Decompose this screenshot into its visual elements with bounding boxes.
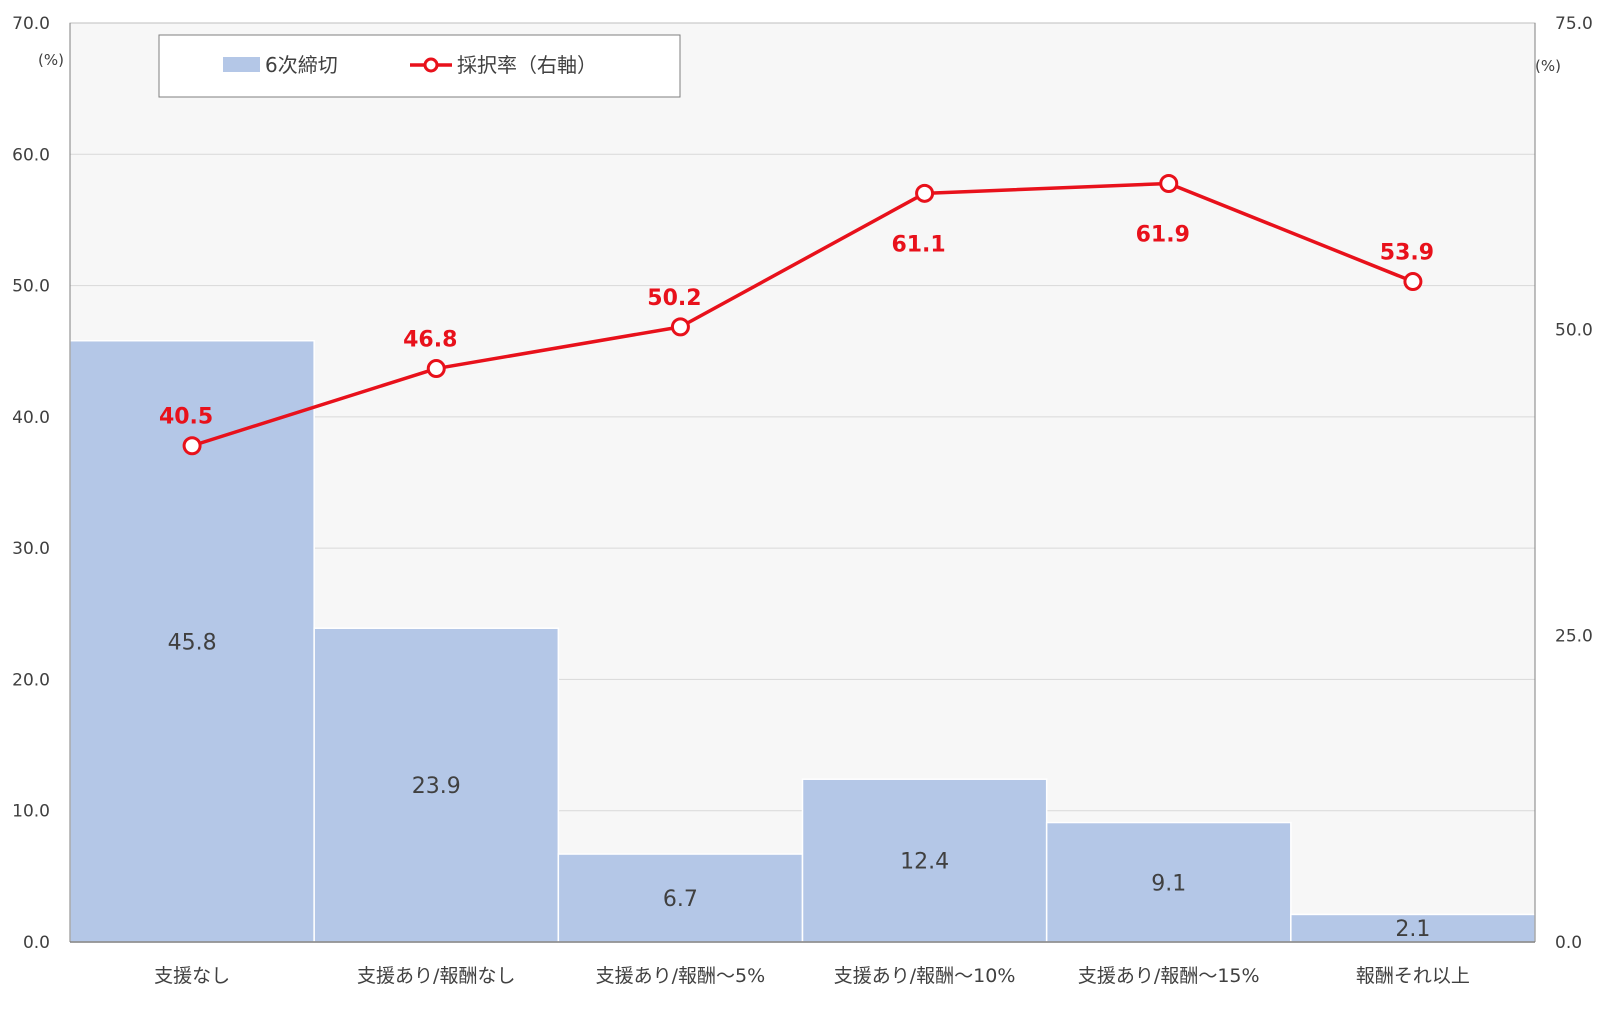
bar-data-labels: 45.8 23.9 6.7 12.4 9.1 2.1 [168,630,1431,942]
bar [801,778,1048,943]
rate-data-labels: 40.5 46.8 50.2 61.1 61.9 53.9 [159,223,1434,430]
right-tick-label: 50.0 [1555,320,1593,340]
legend-line-marker [423,57,439,73]
legend-line-label: 採択率（右軸） [457,53,597,77]
rate-line [191,181,1414,448]
legend-bar-label: 6次締切 [265,53,338,77]
left-tick-label: 70.0 [12,14,50,34]
legend: 6次締切 採択率（右軸） [158,34,681,98]
left-tick-label: 0.0 [23,933,50,953]
bar-data-label: 6.7 [663,887,698,912]
bar-data-label: 45.8 [168,630,217,655]
rate-line-series [182,174,1423,456]
bar-series [69,339,1536,943]
category-labels: 支援なし 支援あり/報酬なし 支援あり/報酬〜5% 支援あり/報酬〜10% 支援あり/報… [154,965,1470,987]
category-label: 支援あり/報酬〜10% [834,965,1016,987]
rate-point [915,183,935,203]
bar [1290,913,1536,943]
left-tick-label: 50.0 [12,277,50,297]
rate-data-label: 53.9 [1380,241,1434,266]
bar-data-label: 12.4 [900,850,949,875]
category-label: 報酬それ以上 [1356,965,1470,987]
left-tick-label: 30.0 [12,539,50,559]
left-tick-label: 20.0 [12,670,50,690]
bar-data-label: 23.9 [412,774,461,799]
rate-point [426,359,446,379]
bar [1045,821,1292,943]
left-tick-label: 40.0 [12,408,50,428]
category-label: 支援あり/報酬〜5% [596,965,766,987]
right-tick-label: 75.0 [1555,14,1593,34]
axes: 0.0 10.0 20.0 30.0 40.0 50.0 60.0 70.0 0.0 25.0 50… [12,14,1593,953]
legend-bar-swatch [223,57,260,72]
right-axis-unit: (%) [1535,57,1561,75]
rate-point [1159,174,1179,194]
bar [557,853,804,943]
bar-data-label: 2.1 [1395,917,1430,942]
rate-point [1403,272,1423,292]
rate-data-label: 50.2 [647,286,701,311]
left-tick-label: 10.0 [12,802,50,822]
left-axis-unit: (%) [38,51,64,69]
rate-data-label: 61.9 [1136,223,1190,248]
rate-point [182,436,202,456]
category-label: 支援あり/報酬なし [357,965,515,987]
category-label: 支援なし [154,965,230,987]
rate-data-label: 46.8 [403,328,457,353]
right-tick-label: 0.0 [1555,933,1582,953]
bar-data-label: 9.1 [1151,871,1186,896]
bar [313,627,560,943]
rate-point [670,317,690,337]
rate-data-label: 40.5 [159,405,213,430]
right-tick-label: 25.0 [1555,627,1593,647]
rate-data-label: 61.1 [891,232,945,257]
left-tick-label: 60.0 [12,145,50,165]
category-label: 支援あり/報酬〜15% [1078,965,1260,987]
